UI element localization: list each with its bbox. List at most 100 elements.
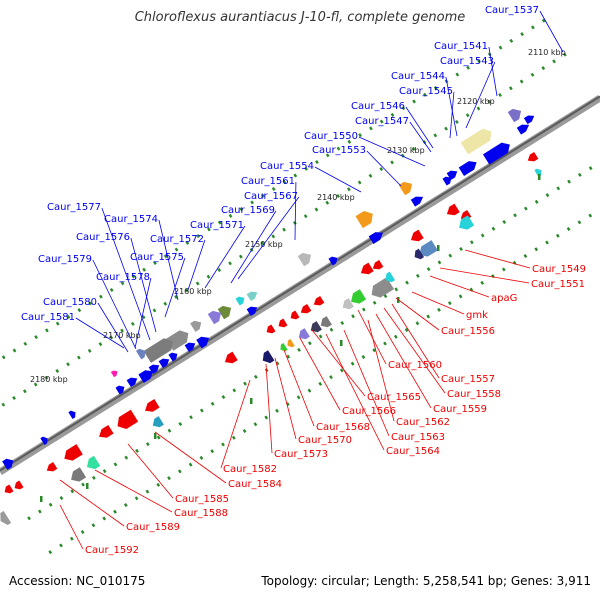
tick-mark	[210, 401, 215, 406]
reverse-gene-leader	[154, 431, 227, 484]
tick-mark	[545, 240, 549, 245]
strand-tick	[437, 245, 440, 251]
tick-row-inner-bottom	[27, 166, 593, 521]
tick-mark	[379, 119, 384, 124]
forward-gene-block	[235, 296, 245, 306]
reverse-gene-leader	[274, 357, 297, 440]
tick-mark	[23, 341, 28, 346]
forward-gene-arrow	[158, 358, 170, 369]
tick-mark	[109, 287, 114, 292]
tick-mark	[167, 476, 171, 481]
tick-mark	[55, 369, 60, 374]
tick-mark	[292, 220, 297, 225]
tick-mark	[469, 240, 474, 245]
forward-gene-leader	[488, 46, 498, 97]
forward-gene-leader	[409, 121, 432, 153]
reverse-gene-leader	[325, 333, 385, 451]
tick-mark	[145, 489, 150, 494]
tick-mark	[88, 301, 92, 306]
forward-gene-block	[110, 370, 118, 378]
tick-mark	[314, 207, 319, 212]
tick-mark	[99, 294, 103, 299]
forward-gene-block	[398, 181, 413, 196]
tick-mark	[199, 408, 204, 413]
forward-gene-arrow	[482, 142, 510, 165]
tick-mark	[383, 341, 387, 346]
reverse-gene-arrow	[410, 229, 424, 242]
tick-mark	[22, 389, 27, 394]
strand-tick	[40, 496, 43, 502]
kbp-label: 2180 kbp	[30, 375, 68, 384]
tick-mark	[361, 354, 366, 359]
forward-gene-leader	[294, 181, 297, 241]
tick-mark	[293, 173, 298, 178]
tick-mark	[45, 328, 49, 333]
tick-mark	[70, 489, 75, 494]
tick-mark	[552, 59, 556, 64]
reverse-gene-leader	[464, 249, 531, 269]
tick-mark	[286, 354, 291, 359]
kbp-label: 2140 kbp	[317, 193, 355, 202]
forward-gene-arrow	[2, 458, 14, 470]
forward-gene-label: Caur_1581	[21, 312, 75, 323]
reverse-gene-arrow	[266, 324, 276, 334]
forward-gene-label: Caur_1574	[104, 214, 158, 225]
tick-mark	[130, 321, 135, 326]
tick-mark	[80, 529, 85, 534]
reverse-gene-leader	[391, 303, 440, 379]
forward-gene-label: Caur_1572	[150, 234, 204, 245]
reverse-gene-label: Caur_1568	[316, 422, 370, 433]
forward-gene-leader	[92, 259, 137, 350]
forward-gene-leader	[134, 277, 152, 349]
forward-gene-arrow	[138, 370, 153, 383]
tick-mark	[523, 253, 528, 258]
tick-mark	[556, 186, 561, 191]
reverse-gene-block	[459, 215, 475, 230]
reverse-gene-label: Caur_1557	[441, 374, 495, 385]
tick-mark	[239, 207, 244, 212]
forward-gene-label: Caur_1546	[351, 101, 405, 112]
forward-gene-block	[460, 128, 492, 155]
tick-mark	[120, 328, 124, 333]
tick-mark	[404, 328, 409, 333]
tick-mark	[466, 65, 470, 70]
tick-mark	[368, 173, 373, 178]
tick-mark	[34, 335, 38, 340]
tick-mark	[217, 268, 222, 273]
reverse-gene-label: Caur_1589	[126, 522, 180, 533]
reverse-gene-label: Caur_1560	[388, 360, 442, 371]
tick-mark	[195, 281, 200, 286]
genome-summary-text: Topology: circular; Length: 5,258,541 bp…	[261, 574, 591, 588]
reverse-gene-leader	[439, 267, 530, 284]
tick-mark	[509, 38, 514, 43]
tick-mark	[588, 166, 593, 171]
tick-mark	[477, 59, 481, 64]
kbp-label: 2160 kbp	[174, 287, 212, 296]
forward-gene-label: Caur_1567	[244, 191, 298, 202]
forward-gene-arrow	[523, 115, 535, 125]
tick-mark	[184, 288, 189, 293]
reverse-gene-label: Caur_1584	[228, 479, 282, 490]
tick-mark	[534, 199, 539, 204]
tick-mark	[566, 227, 571, 232]
tick-mark	[520, 32, 524, 37]
tick-mark	[163, 301, 168, 306]
tick-mark	[206, 274, 211, 279]
forward-gene-label: Caur_1577	[47, 202, 101, 213]
reverse-gene-label: Caur_1556	[441, 326, 495, 337]
forward-gene-label: Caur_1541	[434, 41, 488, 52]
genome-backbone-shade	[0, 95, 600, 472]
tick-mark	[113, 462, 118, 467]
forward-gene-leader	[445, 76, 458, 137]
forward-gene-label: Caur_1545	[399, 86, 453, 97]
tick-mark	[433, 133, 438, 138]
tick-mark	[1, 355, 6, 360]
tick-mark	[534, 247, 539, 252]
forward-gene-leader	[204, 225, 246, 289]
reverse-gene-leader	[59, 479, 125, 527]
tick-mark	[476, 106, 481, 111]
tick-row-outer-bottom	[48, 213, 593, 555]
reverse-gene-block	[320, 316, 332, 328]
tick-mark	[217, 220, 222, 225]
